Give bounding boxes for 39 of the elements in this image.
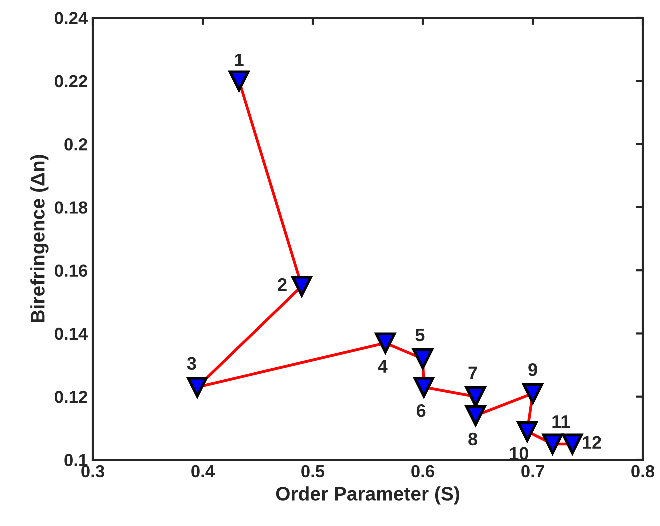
annotation: 11: [552, 416, 570, 428]
annotation: 6: [416, 404, 426, 418]
y-tick-label: 0.12: [55, 391, 88, 404]
x-axis-title: Order Parameter (S): [276, 486, 460, 505]
x-tick-label: 0.3: [82, 465, 104, 478]
y-tick-label: 0.16: [55, 264, 88, 278]
point: [517, 421, 538, 442]
y-tick-label: 0.2: [64, 138, 88, 151]
annotation: 7: [468, 366, 478, 380]
x-tick-label: 0.8: [632, 465, 655, 478]
y-tick-label: 0.14: [55, 328, 88, 340]
point: [414, 376, 435, 398]
point: [412, 348, 434, 370]
annotation: 9: [528, 364, 538, 376]
annotation: 4: [378, 360, 388, 373]
y-tick-label: 0.24: [55, 12, 88, 24]
point: [228, 70, 250, 92]
x-tick-label: 0.5: [302, 465, 325, 478]
point: [375, 332, 396, 354]
annotation: 8: [468, 432, 478, 446]
y-tick-label: 0.1: [64, 454, 88, 466]
x-tick-label: 0.4: [192, 465, 215, 478]
point: [292, 276, 312, 297]
annotation: 3: [187, 357, 196, 370]
point: [187, 376, 208, 398]
y-tick-label: 0.22: [55, 75, 88, 88]
annotation: 1: [235, 54, 244, 66]
point: [562, 434, 584, 455]
annotation: 5: [416, 328, 425, 342]
annotation: 12: [583, 436, 602, 449]
point: [522, 383, 544, 404]
point: [465, 405, 486, 426]
x-tick-label: 0.6: [412, 465, 434, 478]
point: [465, 386, 486, 408]
y-axis-title: Birefringence (Δn): [30, 155, 49, 322]
y-tick-label: 0.18: [55, 202, 88, 214]
point: [542, 434, 564, 455]
x-tick-label: 0.7: [522, 465, 544, 478]
annotation: 2: [278, 278, 287, 292]
